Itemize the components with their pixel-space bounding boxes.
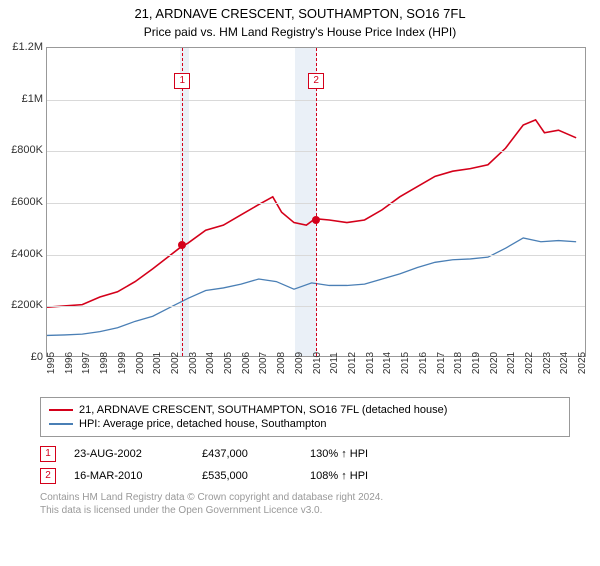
- legend-item: 21, ARDNAVE CRESCENT, SOUTHAMPTON, SO16 …: [49, 403, 561, 417]
- y-tick-label: £0: [31, 351, 43, 363]
- sale-row: 2 16-MAR-2010 £535,000 108% ↑ HPI: [40, 465, 570, 487]
- y-tick-label: £200K: [11, 299, 43, 311]
- y-tick-label: £800K: [11, 144, 43, 156]
- marker-dot-2: [312, 216, 320, 224]
- footer-line1: Contains HM Land Registry data © Crown c…: [40, 491, 570, 504]
- y-tick-label: £400K: [11, 248, 43, 260]
- sales-table: 1 23-AUG-2002 £437,000 130% ↑ HPI 2 16-MAR-20…: [40, 443, 570, 487]
- sale-hpi: 130% ↑ HPI: [310, 448, 420, 460]
- marker-label-1: 1: [174, 73, 190, 89]
- sale-marker-id: 2: [40, 468, 56, 484]
- sale-date: 23-AUG-2002: [74, 448, 184, 460]
- sale-row: 1 23-AUG-2002 £437,000 130% ↑ HPI: [40, 443, 570, 465]
- x-tick-label: 2025: [577, 352, 600, 374]
- sale-marker-id: 1: [40, 446, 56, 462]
- y-tick-label: £600K: [11, 196, 43, 208]
- chart-subtitle: Price paid vs. HM Land Registry's House …: [0, 25, 600, 39]
- legend-item: HPI: Average price, detached house, Sout…: [49, 417, 561, 431]
- marker-label-2: 2: [308, 73, 324, 89]
- legend-label: 21, ARDNAVE CRESCENT, SOUTHAMPTON, SO16 …: [79, 404, 447, 416]
- sale-price: £535,000: [202, 470, 292, 482]
- legend-label: HPI: Average price, detached house, Sout…: [79, 418, 326, 430]
- sale-price: £437,000: [202, 448, 292, 460]
- y-tick-label: £1.2M: [12, 41, 43, 53]
- y-tick-label: £1M: [22, 93, 43, 105]
- series-property: [47, 120, 576, 307]
- chart-title: 21, ARDNAVE CRESCENT, SOUTHAMPTON, SO16 …: [0, 6, 600, 23]
- sale-date: 16-MAR-2010: [74, 470, 184, 482]
- plot-area: 12: [46, 47, 586, 357]
- footer-line2: This data is licensed under the Open Gov…: [40, 504, 570, 517]
- sale-hpi: 108% ↑ HPI: [310, 470, 420, 482]
- footer: Contains HM Land Registry data © Crown c…: [40, 491, 570, 517]
- legend: 21, ARDNAVE CRESCENT, SOUTHAMPTON, SO16 …: [40, 397, 570, 437]
- chart-area: 12 £0£200K£400K£600K£800K£1M£1.2M1995199…: [38, 47, 598, 397]
- marker-dot-1: [178, 241, 186, 249]
